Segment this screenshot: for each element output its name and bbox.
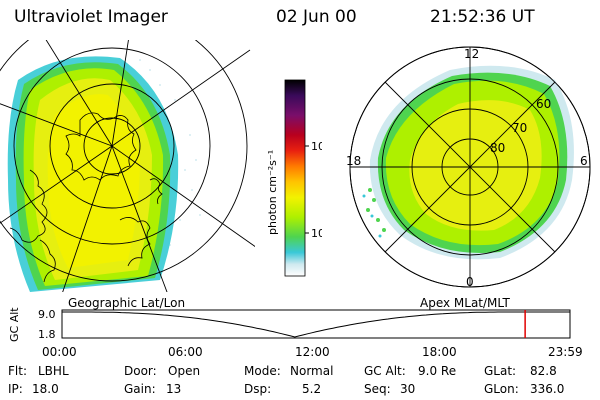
geographic-label: Geographic Lat/Lon [68,296,186,310]
door-key: Door: [124,364,157,378]
x-tick-2359: 23:59 [548,345,583,359]
x-tick-0600: 06:00 [168,345,203,359]
mlat-label-80: 80 [490,141,505,155]
dsp-value: 5.2 [302,382,322,396]
apex-label: Apex MLat/MLT [420,296,510,310]
x-tick-1800: 18:00 [422,345,457,359]
alt-ymax: 9.0 [38,308,56,321]
mlt-label-0: 0 [466,275,474,289]
ip-value: 18.0 [32,382,59,396]
date-label: 02 Jun 00 [276,7,357,27]
gc-alt-value: 9.0 Re [418,364,457,378]
instrument-title: Ultraviolet Imager [14,7,168,27]
alt-ylabel: GC Alt [8,307,21,342]
filter-key: Flt: [8,364,27,378]
gc-alt-key: GC Alt: [364,364,406,378]
glon-key: GLon: [484,382,519,396]
seq-value: 30 [400,382,416,396]
mode-value: Normal [290,364,334,378]
mlt-label-18: 18 [346,154,361,168]
x-tick-1200: 12:00 [295,345,330,359]
colorbar-unit-label: photon cm⁻²s⁻¹ [266,150,279,235]
ip-key: IP: [8,382,23,396]
time-label: 21:52:36 UT [430,7,535,27]
gain-value: 13 [166,382,182,396]
colorbar: 100 10 photon cm⁻²s⁻¹ [266,79,322,277]
seq-key: Seq: [364,382,391,396]
altitude-curve [62,311,570,338]
glon-value: 336.0 [530,382,565,396]
gain-key: Gain: [124,382,156,396]
filter-value: LBHL [38,364,69,378]
mlt-label-6: 6 [580,154,588,168]
glat-value: 82.8 [530,364,557,378]
geographic-aurora-image [0,40,255,292]
alt-ymin: 1.8 [38,328,56,341]
mlat-label-60: 60 [536,97,551,111]
x-tick-0000: 00:00 [42,345,77,359]
dsp-key: Dsp: [244,382,272,396]
colorbar-tick-10: 10 [311,227,322,240]
apex-aurora-image: 12 18 6 0 60 70 80 [346,46,591,289]
colorbar-tick-100: 100 [311,140,322,153]
glat-key: GLat: [484,364,517,378]
mlat-label-70: 70 [512,121,527,135]
mode-key: Mode: [244,364,281,378]
altitude-timeline: 9.0 1.8 GC Alt 00:00 06:00 12:00 18:00 2… [8,307,583,359]
door-value: Open [168,364,201,378]
mlt-label-12: 12 [464,47,479,61]
